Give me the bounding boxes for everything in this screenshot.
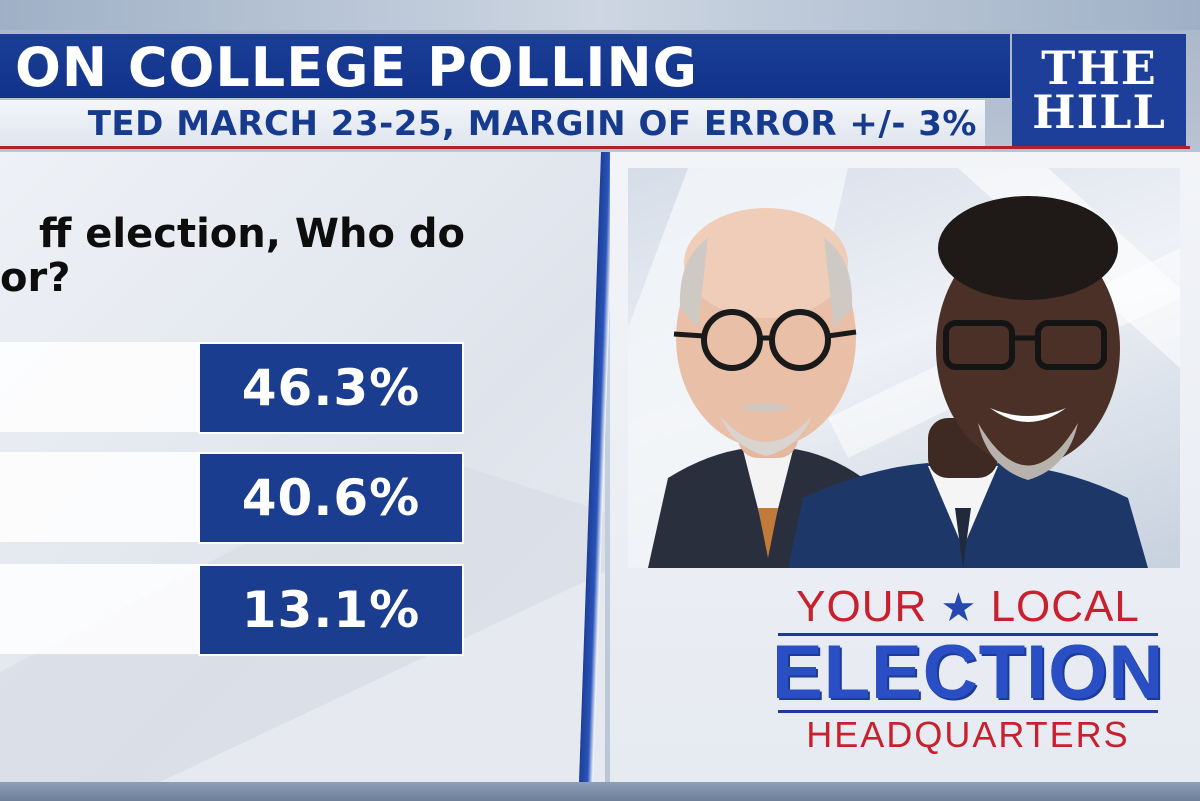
slogan-rule-bottom bbox=[778, 710, 1158, 713]
election-headquarters-logo: YOUR ★ LOCAL ELECTION HEADQUARTERS bbox=[772, 582, 1165, 755]
result-value-2: 40.6% bbox=[198, 452, 464, 544]
slogan-word-local: LOCAL bbox=[990, 582, 1140, 631]
bottom-strip bbox=[0, 782, 1200, 801]
header-title: ON COLLEGE POLLING bbox=[14, 36, 698, 98]
header-subtitle: TED MARCH 23-25, MARGIN OF ERROR +/- 3% bbox=[87, 104, 977, 144]
candidates-photo bbox=[628, 168, 1180, 568]
slogan-bottom-word: HEADQUARTERS bbox=[806, 714, 1130, 755]
candidates-illustration bbox=[628, 168, 1180, 568]
logo-line-2: HILL bbox=[1032, 85, 1166, 139]
slogan-word-your: YOUR bbox=[796, 582, 928, 631]
result-row-3-label-area bbox=[0, 564, 200, 654]
header-subtitle-bar: TED MARCH 23-25, MARGIN OF ERROR +/- 3% bbox=[0, 100, 985, 146]
logo-line-1: THE bbox=[1041, 41, 1157, 95]
slogan-top-line: YOUR ★ LOCAL bbox=[772, 582, 1164, 633]
star-icon: ★ bbox=[940, 586, 978, 630]
poll-question-line-2-wrap: or? bbox=[0, 256, 70, 300]
question-line-1: ff election, Who do bbox=[38, 211, 465, 257]
slogan-rule-top bbox=[778, 633, 1158, 636]
result-value-3: 13.1% bbox=[198, 564, 464, 656]
slogan-main-word: ELECTION bbox=[772, 630, 1165, 715]
poll-question: ff election, Who do bbox=[0, 212, 465, 256]
result-value-1: 46.3% bbox=[198, 342, 464, 434]
header-red-rule bbox=[0, 146, 1190, 149]
background-streak bbox=[0, 0, 1200, 30]
result-row-1-label-area bbox=[0, 342, 200, 432]
question-line-2: or? bbox=[0, 255, 71, 301]
the-hill-logo: THE HILL bbox=[1012, 34, 1186, 146]
header-title-bar: ON COLLEGE POLLING bbox=[0, 34, 1010, 98]
poll-panel: ff election, Who do or? 46.3% 40.6% 13.1… bbox=[0, 152, 605, 782]
result-row-2-label-area bbox=[0, 452, 200, 542]
